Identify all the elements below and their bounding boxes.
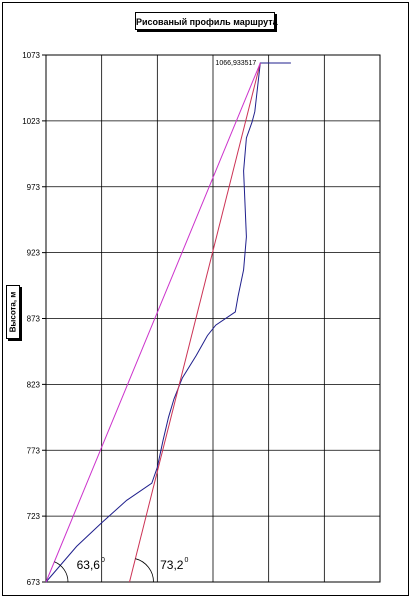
data-label: 1066,933517	[215, 60, 256, 67]
angle-arc-magenta	[54, 561, 69, 583]
angle-degree-superscript: 0	[101, 557, 105, 564]
chart-frame	[2, 2, 409, 596]
y-tick-label: 873	[27, 315, 41, 324]
y-tick-label: 823	[27, 380, 41, 389]
y-tick-label: 923	[27, 249, 41, 258]
y-tick-label: 1023	[22, 117, 40, 126]
y-tick-label: 673	[27, 578, 41, 587]
y-tick-label: 723	[27, 512, 41, 521]
angle-arc-red	[135, 558, 154, 583]
y-tick-label: 773	[27, 446, 41, 455]
angle-annotation-2: 73,2	[160, 558, 184, 572]
series-line-2	[129, 62, 261, 583]
chart-title: Рисованый профиль маршрута	[135, 12, 278, 30]
series-line-3	[45, 62, 261, 583]
y-tick-label: 1073	[22, 51, 40, 60]
angle-annotation-1: 63,6	[77, 558, 101, 572]
angle-degree-superscript: 0	[184, 557, 188, 564]
y-axis-label-box: Высота, м	[6, 285, 20, 339]
y-tick-label: 973	[27, 183, 41, 192]
series-line-1	[45, 62, 291, 583]
